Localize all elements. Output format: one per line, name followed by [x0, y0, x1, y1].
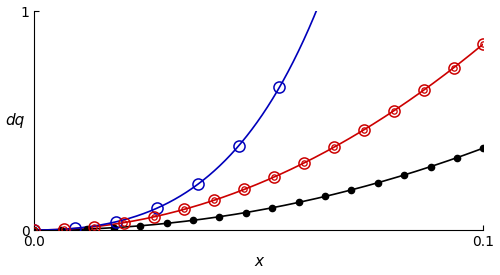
Y-axis label: dq: dq — [6, 113, 25, 128]
X-axis label: x: x — [254, 254, 264, 270]
